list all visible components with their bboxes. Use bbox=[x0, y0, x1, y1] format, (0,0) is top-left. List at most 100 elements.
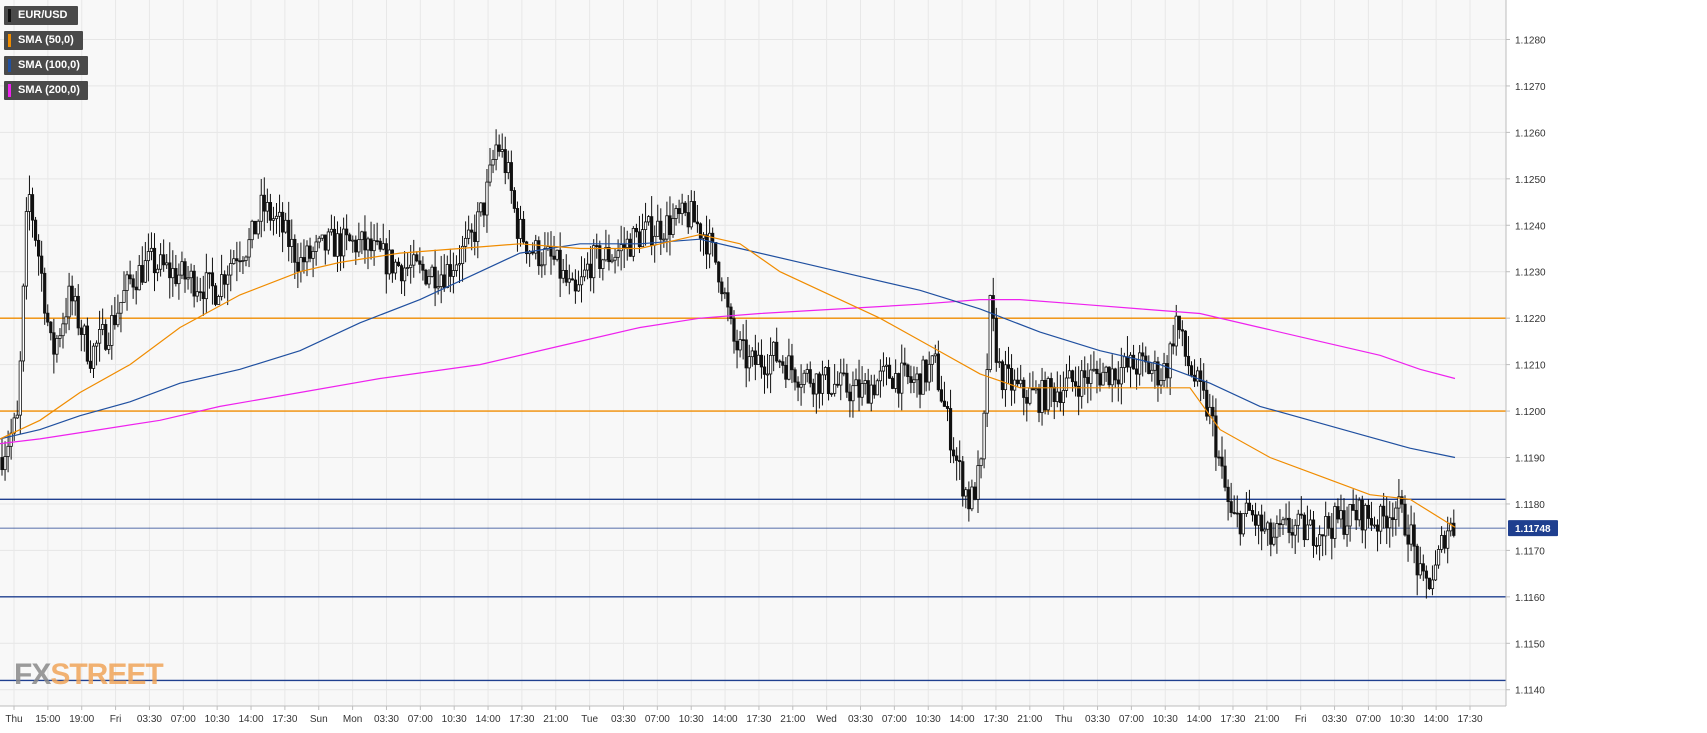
candle-down bbox=[1180, 329, 1184, 332]
candle-up bbox=[143, 260, 147, 283]
candle-up bbox=[799, 384, 803, 388]
candle-up bbox=[964, 489, 968, 497]
candle-up bbox=[357, 239, 361, 253]
candle-up bbox=[723, 292, 727, 295]
candle-down bbox=[958, 460, 962, 463]
candle-down bbox=[945, 406, 950, 409]
candle-up bbox=[290, 238, 294, 247]
candle-up bbox=[195, 291, 199, 297]
candle-down bbox=[692, 201, 696, 223]
candle-down bbox=[207, 272, 211, 275]
candle-down bbox=[323, 234, 327, 251]
candle-down bbox=[70, 285, 74, 302]
candle-up bbox=[180, 261, 184, 276]
candle-down bbox=[967, 489, 971, 510]
candle-up bbox=[485, 181, 489, 216]
candle-up bbox=[15, 414, 19, 419]
candle-up bbox=[1418, 563, 1422, 576]
candle-up bbox=[930, 355, 934, 365]
candle-up bbox=[402, 267, 407, 282]
candle-down bbox=[607, 246, 611, 263]
candle-down bbox=[1211, 406, 1215, 417]
candle-down bbox=[363, 231, 367, 251]
last-price-tag bbox=[1508, 520, 1558, 537]
candle-down bbox=[1253, 514, 1258, 526]
candle-down bbox=[1302, 514, 1306, 541]
y-tick-label: 1.1250 bbox=[1515, 175, 1546, 186]
candle-down bbox=[79, 327, 83, 335]
candle-up bbox=[381, 243, 385, 250]
legend-label: SMA (50,0) bbox=[18, 34, 74, 46]
candle-down bbox=[564, 269, 568, 283]
candle-down bbox=[537, 240, 541, 267]
candle-up bbox=[1333, 506, 1337, 539]
candle-up bbox=[427, 276, 431, 285]
candle-down bbox=[213, 285, 218, 305]
candle-down bbox=[659, 220, 663, 240]
candle-up bbox=[326, 231, 330, 251]
candle-down bbox=[1375, 524, 1380, 532]
candle-up bbox=[12, 417, 16, 434]
legend-item-sma200[interactable]: SMA (200,0) bbox=[4, 81, 88, 100]
x-tick-label: 10:30 bbox=[1390, 714, 1415, 725]
candle-up bbox=[177, 274, 181, 285]
candle-up bbox=[1430, 579, 1435, 590]
candle-down bbox=[332, 228, 337, 257]
x-tick-label: 14:00 bbox=[1424, 714, 1449, 725]
candle-up bbox=[927, 363, 931, 383]
candle-up bbox=[567, 278, 571, 283]
legend-item-sma50[interactable]: SMA (50,0) bbox=[4, 31, 83, 50]
candle-down bbox=[704, 234, 709, 255]
candle-up bbox=[1363, 504, 1367, 531]
candle-up bbox=[91, 345, 96, 369]
candle-down bbox=[903, 362, 907, 366]
candle-down bbox=[1223, 465, 1227, 488]
candle-down bbox=[1074, 381, 1078, 387]
candle-down bbox=[634, 228, 639, 233]
candle-up bbox=[137, 265, 141, 291]
candle-up bbox=[479, 202, 483, 213]
candle-up bbox=[671, 218, 675, 235]
candle-down bbox=[1382, 505, 1386, 517]
candle-down bbox=[942, 400, 947, 407]
candle-up bbox=[1345, 525, 1349, 535]
logo-part2: STREET bbox=[50, 658, 163, 691]
x-tick-label: 17:30 bbox=[746, 714, 771, 725]
logo-part1: FX bbox=[14, 658, 51, 691]
candle-down bbox=[845, 372, 849, 393]
sma-100-line bbox=[0, 238, 1456, 459]
candle-up bbox=[259, 194, 263, 222]
candle-down bbox=[1083, 370, 1087, 378]
candle-down bbox=[399, 265, 404, 282]
candle-down bbox=[345, 228, 349, 236]
candle-down bbox=[85, 325, 89, 362]
x-tick-label: 07:00 bbox=[882, 714, 907, 725]
candle-up bbox=[430, 266, 434, 277]
candle-down bbox=[1156, 361, 1160, 386]
candle-up bbox=[653, 235, 657, 246]
candle-down bbox=[482, 202, 486, 216]
candle-down bbox=[30, 194, 35, 221]
candle-up bbox=[488, 164, 492, 183]
x-tick-label: 21:00 bbox=[543, 714, 568, 725]
candle-down bbox=[515, 208, 520, 239]
x-tick-label: 03:30 bbox=[1322, 714, 1347, 725]
candle-down bbox=[589, 263, 593, 279]
candle-down bbox=[808, 369, 812, 384]
legend-item-sma100[interactable]: SMA (100,0) bbox=[4, 56, 88, 75]
candle-up bbox=[457, 263, 462, 266]
candle-down bbox=[113, 315, 117, 326]
candle-up bbox=[1153, 361, 1157, 371]
candle-down bbox=[1217, 456, 1221, 459]
candle-down bbox=[1424, 570, 1428, 579]
candle-up bbox=[158, 254, 163, 270]
candle-down bbox=[753, 350, 757, 365]
candle-down bbox=[744, 339, 748, 369]
legend-item-eurusd[interactable]: EUR/USD bbox=[4, 6, 78, 25]
candle-down bbox=[104, 324, 108, 350]
candle-up bbox=[839, 372, 843, 386]
candle-down bbox=[866, 380, 870, 404]
candle-down bbox=[1144, 355, 1148, 363]
x-tick-label: 10:30 bbox=[442, 714, 467, 725]
